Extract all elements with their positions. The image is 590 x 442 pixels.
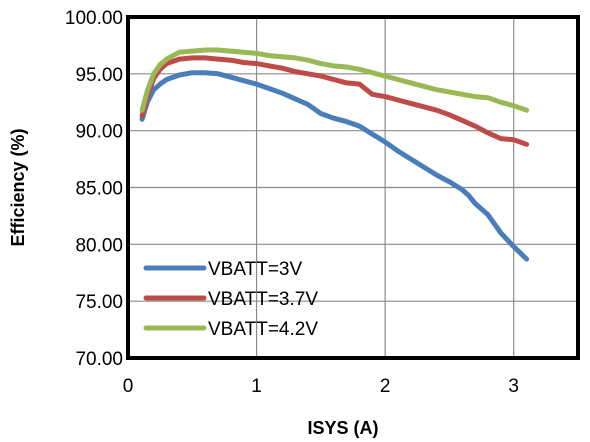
y-tick-label: 75.00 bbox=[75, 292, 123, 313]
legend: VBATT=3V VBATT=3.7V VBATT=4.2V bbox=[143, 259, 318, 340]
legend-item: VBATT=3V bbox=[143, 259, 302, 280]
x-axis-title: ISYS (A) bbox=[307, 418, 378, 438]
plot-area-frame bbox=[126, 15, 580, 360]
series-lines bbox=[139, 47, 530, 262]
series-line-3 bbox=[139, 47, 530, 113]
series-line-2 bbox=[139, 55, 530, 147]
legend-label: VBATT=4.2V bbox=[208, 319, 318, 340]
legend-item: VBATT=3.7V bbox=[143, 289, 318, 310]
y-tick-label: 85.00 bbox=[75, 179, 123, 200]
x-tick-label: 3 bbox=[508, 376, 519, 397]
y-tick-label: 70.00 bbox=[75, 349, 123, 370]
y-axis-tick-labels: 70.00 75.00 80.00 85.00 90.00 95.00 100.00 bbox=[65, 8, 123, 370]
legend-label: VBATT=3V bbox=[208, 259, 302, 280]
x-tick-label: 0 bbox=[123, 376, 134, 397]
series-line-1 bbox=[139, 70, 530, 262]
y-tick-label: 100.00 bbox=[65, 8, 123, 29]
y-tick-label: 90.00 bbox=[75, 122, 123, 143]
legend-label: VBATT=3.7V bbox=[208, 289, 318, 310]
x-tick-label: 2 bbox=[380, 376, 391, 397]
legend-item: VBATT=4.2V bbox=[143, 319, 318, 340]
y-axis-title: Efficiency (%) bbox=[8, 128, 28, 246]
y-tick-label: 80.00 bbox=[75, 235, 123, 256]
x-tick-label: 1 bbox=[251, 376, 262, 397]
x-axis-tick-labels: 0 1 2 3 bbox=[123, 376, 519, 397]
y-tick-label: 95.00 bbox=[75, 65, 123, 86]
